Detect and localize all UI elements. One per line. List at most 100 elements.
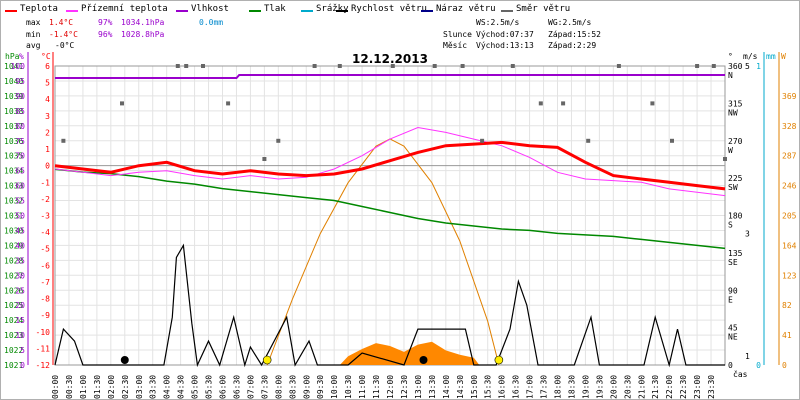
x-tick: 10:00 <box>330 375 339 399</box>
sunset: Západ:15:52 <box>548 30 601 39</box>
stat-max-label: max <box>26 18 41 27</box>
legend-swatch <box>5 10 17 12</box>
x-tick: 06:00 <box>219 375 228 399</box>
humidity-tick: 0 <box>20 361 25 370</box>
humidity-unit-label: % <box>19 52 24 61</box>
wind-direction-marker <box>561 101 566 106</box>
humidity-tick: 10 <box>15 331 25 340</box>
direction-compass-label: SE <box>728 258 738 267</box>
humidity-tick: 25 <box>15 286 25 295</box>
x-axis-label: čas <box>733 369 748 379</box>
wind-direction-marker <box>432 64 437 68</box>
direction-compass-label: E <box>728 295 733 304</box>
wind-direction-marker <box>650 101 655 106</box>
legend-swatch <box>501 10 513 12</box>
humidity-tick: 75 <box>15 137 25 146</box>
wind-direction-marker <box>695 64 700 68</box>
solar-tick: 369 <box>782 92 797 101</box>
humidity-tick: 80 <box>15 122 25 131</box>
solar-tick: 328 <box>782 122 797 131</box>
pressure-tick: 1022 <box>4 346 23 355</box>
temperature-tick: -5 <box>40 245 50 254</box>
legend-label: Přízemní teplota <box>81 4 168 14</box>
wind-direction-marker <box>711 64 716 68</box>
solar-tick: 287 <box>782 152 797 161</box>
direction-tick: 225 <box>728 174 743 183</box>
x-tick: 18:00 <box>554 375 563 399</box>
humidity-tick: 30 <box>15 271 25 280</box>
legend-swatch <box>421 10 433 12</box>
wind-direction-marker <box>460 64 465 68</box>
stat-min-humidity: 96% <box>98 30 113 39</box>
direction-compass-label: NE <box>728 333 738 342</box>
x-tick: 03:30 <box>149 375 158 399</box>
stat-max-temp: 1.4°C <box>49 18 74 27</box>
direction-compass-label: N <box>728 71 733 80</box>
humidity-tick: 100 <box>11 62 26 71</box>
direction-compass-label: S <box>728 221 733 230</box>
x-tick: 17:00 <box>526 375 535 399</box>
direction-tick: 315 <box>728 99 743 108</box>
humidity-tick: 50 <box>15 212 25 221</box>
series-ground-temp <box>54 126 726 197</box>
x-tick: 11:00 <box>358 375 367 399</box>
solar-tick: 0 <box>782 361 787 370</box>
x-tick: 10:30 <box>344 375 353 399</box>
legend-label: Vlhkost <box>191 4 229 14</box>
legend-swatch <box>249 10 261 12</box>
wind-direction-marker <box>510 64 515 68</box>
legend-label: Tlak <box>264 4 286 14</box>
temperature-tick: -2 <box>40 195 50 204</box>
temperature-tick: -12 <box>36 361 51 370</box>
humidity-tick: 35 <box>15 256 25 265</box>
temperature-tick: -6 <box>40 261 50 270</box>
pressure-tick: 1036 <box>4 137 23 146</box>
stat-max-pressure: 1034.1hPa <box>121 18 165 27</box>
humidity-tick: 90 <box>15 92 25 101</box>
x-tick: 04:00 <box>163 375 172 399</box>
moon-event-marker <box>120 356 129 364</box>
pressure-tick: 1032 <box>4 197 23 206</box>
temperature-tick: -10 <box>36 328 51 337</box>
x-tick: 07:30 <box>260 375 269 399</box>
stat-max-humidity: 97% <box>98 18 113 27</box>
direction-tick: 270 <box>728 137 743 146</box>
pressure-tick: 1038 <box>4 107 23 116</box>
x-tick: 21:30 <box>651 375 660 399</box>
solar-tick: 123 <box>782 271 797 280</box>
temperature-tick: 5 <box>45 79 50 88</box>
wind-speed-tick: 1 <box>745 352 750 361</box>
x-tick: 23:00 <box>693 375 702 399</box>
stat-min-label: min <box>26 30 41 39</box>
x-tick: 14:30 <box>456 375 465 399</box>
temperature-tick: -3 <box>40 212 50 221</box>
pressure-tick: 1041 <box>4 62 23 71</box>
series-humidity <box>55 74 725 79</box>
humidity-tick: 20 <box>15 301 25 310</box>
solar-tick: 205 <box>782 212 797 221</box>
wind-direction-marker <box>262 157 267 161</box>
x-tick: 12:00 <box>386 375 395 399</box>
direction-tick: 90 <box>728 286 738 295</box>
x-tick: 11:30 <box>372 375 381 399</box>
x-tick: 08:30 <box>288 375 297 399</box>
temperature-unit-label: °C <box>41 52 51 61</box>
wind-direction-marker <box>184 64 189 68</box>
stat-max-rain: 0.0mm <box>199 18 224 27</box>
wind-direction-marker <box>226 101 231 106</box>
temperature-tick: -11 <box>36 344 51 353</box>
humidity-tick: 55 <box>15 197 25 206</box>
x-tick: 21:00 <box>637 375 646 399</box>
x-tick: 12:30 <box>400 375 409 399</box>
x-tick: 04:30 <box>177 375 186 399</box>
legend-label: Směr větru <box>516 4 571 14</box>
x-tick: 02:30 <box>121 375 130 399</box>
wind-direction-marker <box>480 138 485 143</box>
moon-label: Měsíc <box>443 41 468 50</box>
x-tick: 02:00 <box>107 375 116 399</box>
wind-direction-marker <box>616 64 621 68</box>
sun-label: Slunce <box>443 30 472 39</box>
pressure-tick: 1035 <box>4 152 23 161</box>
series-solar <box>266 138 500 366</box>
